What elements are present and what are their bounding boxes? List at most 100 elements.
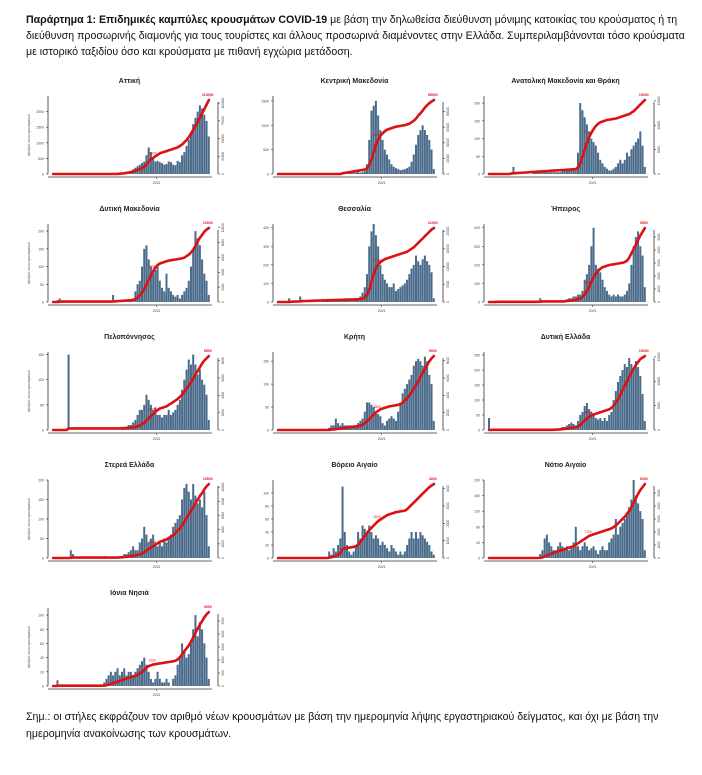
cumulative-curve <box>51 98 211 176</box>
case-bar <box>352 172 355 174</box>
case-bar <box>601 163 604 174</box>
case-bar <box>176 664 179 686</box>
case-bar <box>377 413 380 430</box>
case-bar <box>145 394 148 430</box>
case-bar <box>565 546 568 558</box>
y-tick-label: 1500 <box>261 99 269 103</box>
case-bar <box>592 227 595 302</box>
y2-tick-label: 10000 <box>221 482 225 491</box>
cumulative-mid-label: 7000 <box>585 131 592 135</box>
case-bar <box>399 402 402 430</box>
case-bar <box>554 172 557 174</box>
case-bar <box>145 664 148 686</box>
chart-svg: 0 100 200 300 400 0 5000 10000 15000 20000 2021 210… <box>263 221 450 313</box>
case-bar <box>172 678 175 686</box>
y-tick-label: 80 <box>476 525 480 529</box>
case-bar <box>383 425 386 430</box>
case-bar <box>608 170 611 174</box>
case-bar <box>419 264 422 302</box>
case-bar <box>621 370 624 430</box>
case-bar <box>594 418 597 430</box>
y-tick-label: 0 <box>42 301 44 305</box>
case-bar <box>406 168 409 174</box>
case-bar <box>583 117 586 174</box>
case-bar <box>410 374 413 430</box>
case-bar <box>187 359 190 430</box>
case-bar <box>185 145 188 174</box>
case-bar <box>163 414 166 430</box>
case-bar <box>603 550 606 558</box>
case-bar <box>181 294 184 302</box>
case-bar <box>185 657 188 686</box>
case-bar <box>330 425 333 430</box>
case-bar <box>167 682 170 686</box>
case-bar <box>559 172 562 174</box>
case-bar <box>103 682 106 686</box>
case-bar <box>585 403 588 430</box>
case-bar <box>417 358 420 430</box>
chart-svg: 0 50 100 150 0 2000 4000 6000 8000 2021 9000 3500 <box>263 349 450 441</box>
cumulative-curve <box>487 354 647 432</box>
cumulative-end-label: 3000 <box>204 605 212 609</box>
case-bar <box>379 545 382 558</box>
case-bar <box>610 538 613 558</box>
y-tick-label: 0 <box>267 557 269 561</box>
y2-tick-label: 15000 <box>657 96 661 105</box>
y2-tick-label: 0 <box>221 301 225 303</box>
case-bar <box>623 519 626 558</box>
case-bar <box>189 266 192 302</box>
y2-tick-label: 0 <box>446 557 450 559</box>
case-bar <box>201 108 204 174</box>
cumulative-mid-label: 1700 <box>585 530 592 534</box>
case-bar <box>408 379 411 430</box>
case-bar <box>625 290 628 302</box>
case-bar <box>196 374 199 430</box>
case-bar <box>430 149 433 174</box>
case-bar <box>601 279 604 302</box>
case-bar <box>345 545 348 558</box>
case-bar <box>136 668 139 686</box>
y-tick-label: 100 <box>474 399 480 403</box>
case-bar <box>143 404 146 430</box>
case-bar <box>403 551 406 558</box>
y-tick-label: 100 <box>38 518 44 522</box>
chart-title: Πελοπόννησος <box>104 334 155 341</box>
case-bar <box>536 172 539 174</box>
y2-tick-label: 8000 <box>221 239 225 246</box>
chart-title: Αττική <box>118 78 141 85</box>
case-bar <box>149 678 152 686</box>
y2-tick-label: 8000 <box>221 357 225 364</box>
y-tick-label: 100 <box>38 378 44 382</box>
case-bar <box>612 400 615 430</box>
cumulative-end-label: 4000 <box>429 477 437 481</box>
case-bar <box>643 287 646 302</box>
case-bar <box>628 283 631 302</box>
case-bar <box>112 675 115 686</box>
case-bar <box>388 287 391 302</box>
case-bar <box>574 526 577 558</box>
y2-tick-label: 0 <box>657 301 661 303</box>
case-bar <box>154 542 157 558</box>
y-tick-label: 100 <box>38 265 44 269</box>
y-tick-label: 1500 <box>36 126 44 130</box>
case-bar <box>599 418 602 430</box>
case-bar <box>141 538 144 558</box>
case-bar <box>348 551 351 558</box>
case-bar <box>641 145 644 174</box>
case-bar <box>149 152 152 174</box>
case-bar <box>372 224 375 302</box>
case-bar <box>563 170 566 174</box>
case-bar <box>147 399 150 430</box>
case-bar <box>417 261 420 302</box>
case-bar <box>421 365 424 430</box>
case-bar <box>129 671 132 686</box>
chart-svg: 0 500 1000 1500 0 20000 40000 60000 80000 2021 850… <box>261 93 450 185</box>
case-bar <box>388 418 391 430</box>
case-bar <box>165 273 168 302</box>
case-bar <box>161 546 164 558</box>
x-tick-label: 2021 <box>589 181 597 185</box>
y2-tick-label: 40000 <box>446 138 450 147</box>
case-bar <box>603 418 606 430</box>
case-bar <box>585 546 588 558</box>
case-bar <box>421 535 424 558</box>
